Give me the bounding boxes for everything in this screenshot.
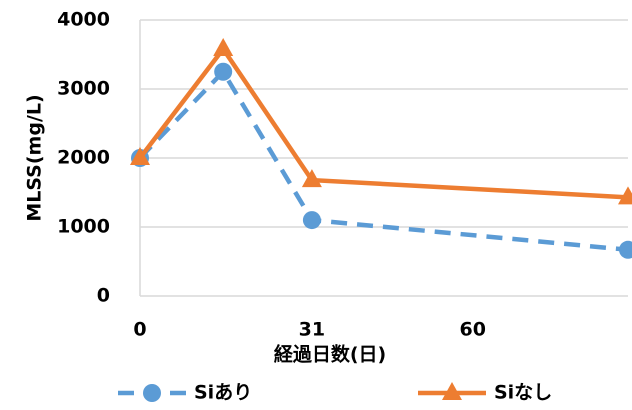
- legend-label: Siなし: [494, 382, 552, 404]
- x-tick-label: 31: [299, 319, 325, 341]
- point: [214, 62, 233, 81]
- point: [213, 37, 234, 56]
- point: [130, 147, 150, 165]
- point: [302, 211, 321, 230]
- point: [618, 186, 632, 205]
- legend-marker: [442, 382, 462, 400]
- y-tick-label: 3000: [57, 78, 110, 100]
- point: [619, 240, 632, 259]
- legend-marker: [143, 384, 161, 402]
- x-tick-label: 0: [133, 319, 146, 341]
- y-tick-label: 4000: [57, 9, 110, 31]
- legend-label: Siあり: [194, 382, 252, 404]
- x-axis-label: 経過日数(日): [274, 343, 386, 366]
- line: [138, 45, 629, 200]
- point: [301, 169, 322, 188]
- y-axis-label: MLSS(mg/L): [24, 94, 46, 221]
- line: [138, 68, 629, 253]
- x-tick-label: 60: [460, 319, 486, 341]
- y-tick-label: 1000: [57, 216, 110, 238]
- y-tick-label: 2000: [57, 147, 110, 169]
- y-tick-label: 0: [97, 285, 110, 307]
